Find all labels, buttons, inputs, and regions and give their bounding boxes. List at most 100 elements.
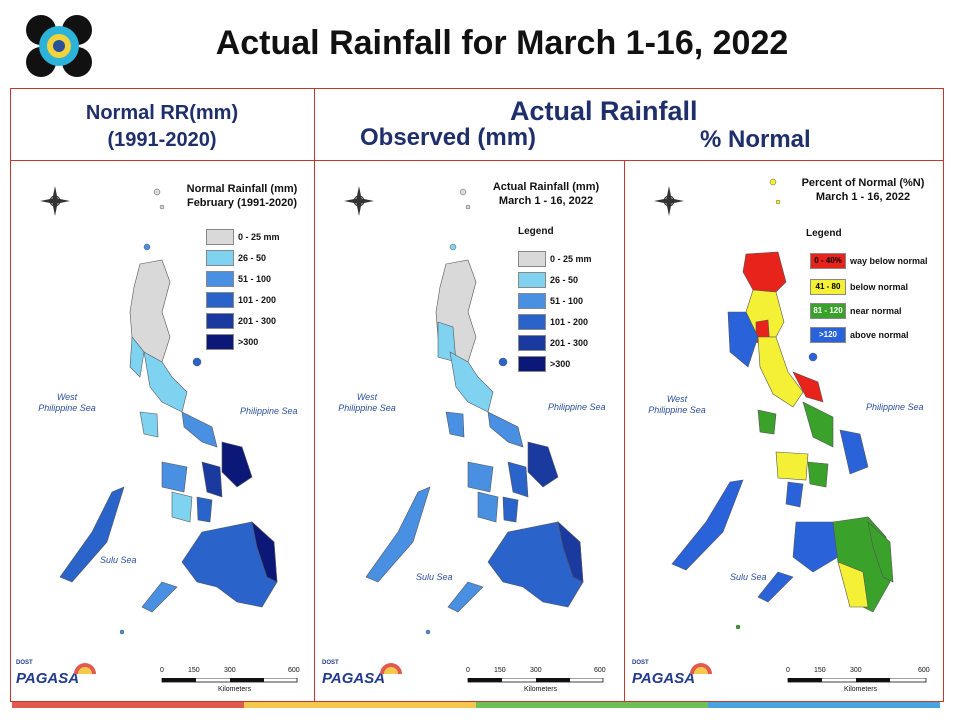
scale-tick: 300: [530, 667, 542, 674]
legend-label: near normal: [850, 305, 902, 316]
legend-item: 0 - 40% way below normal: [810, 252, 928, 269]
legend-item: 201 - 300: [206, 312, 276, 329]
panel-1-title-line2: February (1991-2020): [186, 197, 298, 209]
legend-swatch: [206, 270, 234, 287]
dost-label: DOST: [322, 660, 339, 666]
legend-swatch: [206, 249, 234, 266]
panel-frame-3: [624, 160, 944, 702]
scale-unit: Kilometers: [844, 686, 878, 693]
legend-swatch: [518, 271, 546, 288]
scale-tick: 0: [466, 667, 470, 674]
west-sea-line1: West: [356, 392, 378, 402]
pagasa-footer-logo: DOST PAGASA: [322, 660, 408, 694]
legend-swatch: 81 - 120: [810, 302, 846, 319]
legend-swatch: [518, 313, 546, 330]
legend-swatch: [206, 228, 234, 245]
west-sea-line1: West: [56, 392, 78, 402]
panel-2-title-line2: March 1 - 16, 2022: [498, 195, 594, 207]
legend-label: 101 - 200: [550, 316, 589, 327]
pagasa-footer-logo: DOST PAGASA: [16, 660, 102, 694]
legend-swatch: [206, 312, 234, 329]
legend-item: >300: [518, 355, 570, 372]
scale-tick: 150: [188, 667, 200, 674]
legend-swatch: 0 - 40%: [810, 252, 846, 269]
west-sea-line2: Philippine Sea: [338, 403, 396, 413]
legend-item: 51 - 100: [206, 270, 271, 287]
legend-title: Legend: [518, 226, 554, 237]
legend-item: 26 - 50: [206, 249, 266, 266]
scale-tick: 300: [850, 667, 862, 674]
philippine-sea-label: Philippine Sea: [866, 402, 924, 412]
legend-item: 41 - 80 below normal: [810, 278, 908, 295]
legend-swatch: [518, 334, 546, 351]
west-sea-line1: West: [666, 394, 688, 404]
pagasa-wordmark: PAGASA: [16, 670, 80, 687]
legend-item: 51 - 100: [518, 292, 583, 309]
legend-item: >300: [206, 333, 258, 350]
legend-swatch: >120: [810, 326, 846, 343]
compass-rose: [342, 180, 376, 222]
normal-header-line1: Normal RR(mm): [85, 102, 239, 124]
scale-tick: 150: [814, 667, 826, 674]
legend-label: way below normal: [850, 255, 928, 266]
observed-header: Observed (mm): [360, 124, 537, 151]
legend-label: 51 - 100: [238, 273, 272, 284]
panel-1-title-line1: Normal Rainfall (mm): [186, 183, 298, 195]
west-sea-line2: Philippine Sea: [38, 403, 96, 413]
legend-item: 201 - 300: [518, 334, 588, 351]
legend-swatch: [518, 250, 546, 267]
legend-label: 0 - 25 mm: [238, 231, 280, 242]
legend-item: >120 above normal: [810, 326, 909, 343]
scale-tick: 600: [918, 667, 930, 674]
panel-2-title-line1: Actual Rainfall (mm): [492, 181, 600, 193]
legend-label: 101 - 200: [238, 294, 277, 305]
actual-rainfall-header: Actual Rainfall: [510, 96, 698, 126]
scale-tick: 300: [224, 667, 236, 674]
pagasa-logo: [24, 14, 94, 78]
page-title: Actual Rainfall for March 1-16, 2022: [215, 24, 789, 62]
legend-label: above normal: [850, 329, 909, 340]
scale-tick: 600: [288, 667, 300, 674]
normal-header: Normal RR(mm) (1991-2020): [12, 100, 312, 154]
legend-swatch: 41 - 80: [810, 278, 846, 295]
panel-3-title-line1: Percent of Normal (%N): [801, 177, 925, 189]
panel-3-title-line2: March 1 - 16, 2022: [815, 191, 911, 203]
legend-item: 101 - 200: [518, 313, 588, 330]
philippine-sea-label: Philippine Sea: [548, 402, 606, 412]
legend-item: 26 - 50: [518, 271, 578, 288]
legend-swatch: [518, 355, 546, 372]
legend-label: 201 - 300: [238, 315, 277, 326]
actual-rainfall-map-panel: Actual Rainfall (mm) March 1 - 16, 2022 …: [318, 162, 618, 702]
legend-swatch: [206, 333, 234, 350]
legend-label: 26 - 50: [238, 252, 267, 263]
scale-tick: 0: [786, 667, 790, 674]
panel-3-title: Percent of Normal (%N) March 1 - 16, 202…: [788, 176, 938, 204]
legend-label: >300: [238, 336, 259, 347]
legend-swatch: [518, 292, 546, 309]
stripe-green: [476, 702, 708, 708]
west-sea-line2: Philippine Sea: [648, 405, 706, 415]
legend-label: >300: [550, 358, 571, 369]
legend-item: 81 - 120 near normal: [810, 302, 902, 319]
dost-label: DOST: [632, 660, 649, 666]
scale-tick: 600: [594, 667, 606, 674]
pagasa-wordmark: PAGASA: [322, 670, 386, 687]
sulu-sea-label: Sulu Sea: [730, 572, 767, 582]
legend-item: 0 - 25 mm: [518, 250, 592, 267]
legend-label: 51 - 100: [550, 295, 584, 306]
legend-item: 0 - 25 mm: [206, 228, 280, 245]
stripe-red: [12, 702, 244, 708]
scale-unit: Kilometers: [524, 686, 558, 693]
philippines-map-actual: [365, 188, 584, 635]
scale-tick: 150: [494, 667, 506, 674]
west-philippine-sea-label: West Philippine Sea: [642, 394, 712, 416]
legend-label: 0 - 25 mm: [550, 253, 592, 264]
philippines-map-normal: [59, 188, 278, 635]
panel-1-title: Normal Rainfall (mm) February (1991-2020…: [172, 182, 312, 210]
panel-2-title: Actual Rainfall (mm) March 1 - 16, 2022: [476, 180, 616, 208]
sulu-sea-label: Sulu Sea: [100, 555, 137, 565]
compass-rose: [38, 180, 72, 222]
pagasa-wordmark: PAGASA: [632, 670, 696, 687]
normal-rainfall-map-panel: Normal Rainfall (mm) February (1991-2020…: [12, 162, 312, 702]
percent-normal-map-panel: Percent of Normal (%N) March 1 - 16, 202…: [628, 162, 930, 702]
